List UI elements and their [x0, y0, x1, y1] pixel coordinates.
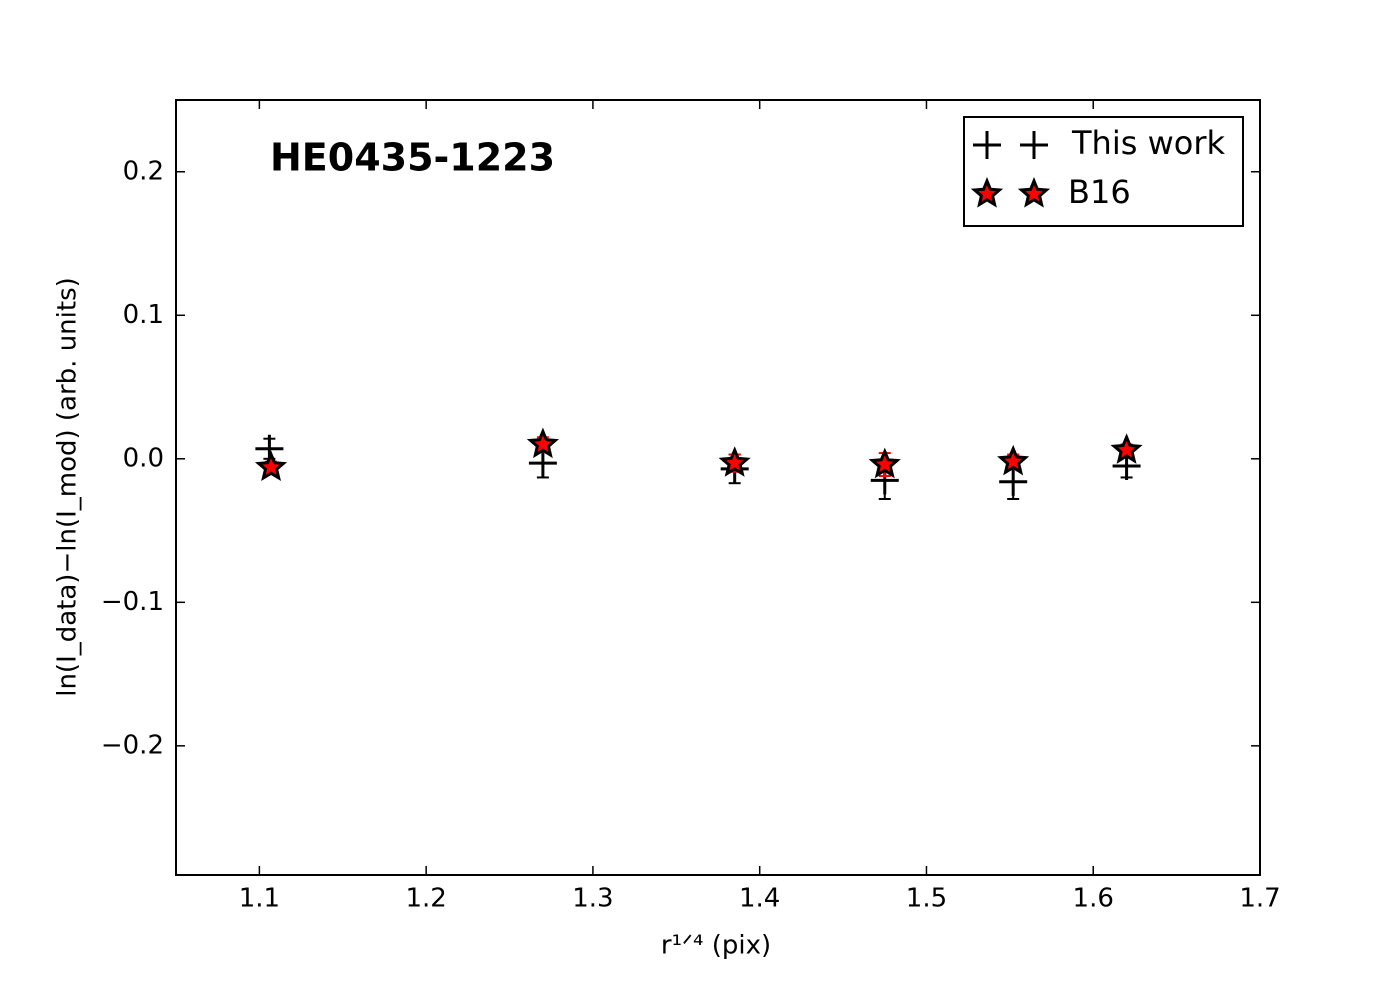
x-tick-label: 1.5 — [906, 884, 947, 914]
x-tick-label: 1.1 — [239, 884, 280, 914]
y-tick-label: −0.1 — [101, 587, 164, 617]
x-tick-label: 1.3 — [572, 884, 613, 914]
legend-box — [963, 116, 1244, 227]
plus-marker — [999, 467, 1028, 496]
annotation: HE0435-1223 — [270, 136, 555, 180]
legend-marker — [1017, 177, 1051, 208]
x-tick-label: 1.7 — [1239, 884, 1280, 914]
legend-marker — [1020, 131, 1048, 159]
plot-frame — [175, 99, 1261, 876]
star-marker — [868, 447, 901, 479]
legend-label: This work — [1071, 124, 1225, 162]
y-tick-label: −0.2 — [101, 730, 164, 760]
x-axis-label: r¹ᐟ⁴ (pix) — [661, 931, 771, 961]
x-tick-label: 1.4 — [739, 884, 780, 914]
y-tick-label: 0.2 — [123, 156, 164, 186]
star-marker — [254, 450, 288, 482]
y-axis-label: ln(I_data)−ln(I_mod) (arb. units) — [53, 277, 83, 697]
plus-marker — [528, 449, 557, 478]
star-marker — [718, 446, 751, 477]
legend-marker — [970, 177, 1004, 208]
star-marker — [1110, 433, 1143, 464]
legend-marker — [973, 131, 1001, 159]
star-marker — [997, 444, 1030, 476]
star-marker — [526, 427, 559, 459]
x-tick-label: 1.2 — [405, 884, 446, 914]
x-tick-label: 1.6 — [1073, 884, 1114, 914]
y-tick-label: 0.1 — [123, 300, 164, 330]
legend-label: B16 — [1068, 173, 1131, 211]
y-tick-label: 0.0 — [123, 443, 164, 473]
